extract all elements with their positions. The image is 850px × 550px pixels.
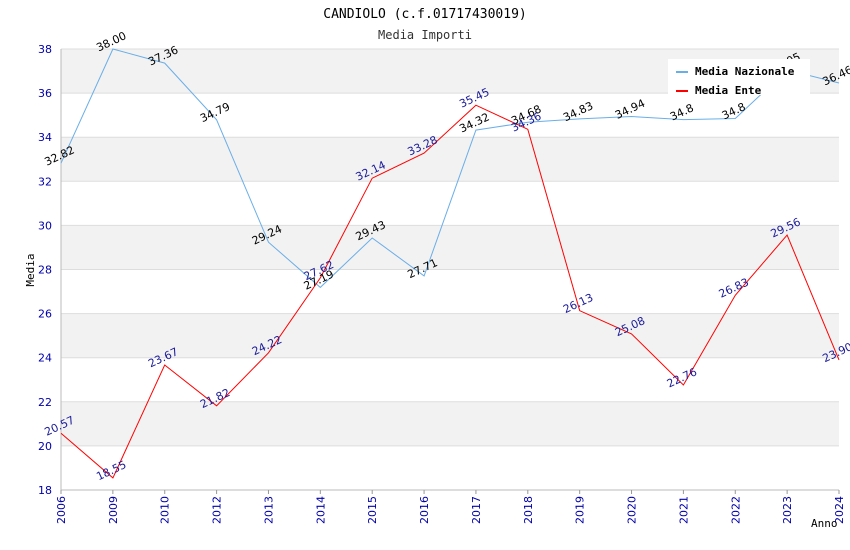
legend-box bbox=[668, 59, 810, 95]
x-tick-label: 2020 bbox=[626, 496, 639, 524]
y-tick-label: 34 bbox=[38, 131, 52, 144]
x-tick-label: 2006 bbox=[55, 496, 68, 524]
x-tick-label: 2017 bbox=[470, 496, 483, 524]
x-axis-label: Anno bbox=[811, 517, 838, 530]
x-tick-label: 2009 bbox=[107, 496, 120, 524]
x-tick-label: 2018 bbox=[522, 496, 535, 524]
chart-subtitle: Media Importi bbox=[378, 28, 472, 42]
band bbox=[61, 357, 839, 402]
band bbox=[61, 269, 839, 314]
y-tick-label: 38 bbox=[38, 43, 52, 56]
y-tick-label: 28 bbox=[38, 264, 52, 277]
y-axis-label: Media bbox=[24, 253, 37, 286]
series-lines bbox=[60, 48, 840, 479]
y-tick-label: 32 bbox=[38, 175, 52, 188]
legend-label-media-nazionale: Media Nazionale bbox=[695, 65, 795, 78]
y-tick-label: 30 bbox=[38, 219, 52, 232]
background-bands bbox=[61, 49, 839, 490]
y-tick-label: 24 bbox=[38, 352, 52, 365]
band bbox=[61, 445, 839, 490]
y-tick-label: 26 bbox=[38, 308, 52, 321]
x-tick-label: 2024 bbox=[833, 496, 846, 524]
axes bbox=[60, 49, 839, 491]
x-tick-label: 2022 bbox=[729, 496, 742, 524]
band bbox=[61, 93, 839, 138]
series-line-media-ente bbox=[60, 104, 840, 479]
x-tick-label: 2012 bbox=[211, 496, 224, 524]
x-tick-label: 2015 bbox=[366, 496, 379, 524]
x-tick-label: 2023 bbox=[781, 496, 794, 524]
x-tick-label: 2010 bbox=[159, 496, 172, 524]
band bbox=[61, 225, 839, 270]
legend: Media Nazionale Media Ente bbox=[668, 59, 810, 97]
series-line-media-nazionale bbox=[60, 48, 840, 289]
legend-label-media-ente: Media Ente bbox=[695, 84, 762, 97]
x-tick-label: 2019 bbox=[574, 496, 587, 524]
chart-title: CANDIOLO (c.f.01717430019) bbox=[323, 7, 527, 22]
band bbox=[61, 401, 839, 446]
x-tick-label: 2014 bbox=[314, 496, 327, 524]
y-tick-labels: 18 20 22 24 26 28 30 32 34 36 38 bbox=[38, 43, 52, 497]
x-tick-label: 2013 bbox=[262, 496, 275, 524]
y-tick-label: 20 bbox=[38, 440, 52, 453]
x-tick-label: 2021 bbox=[677, 496, 690, 524]
x-tick-label: 2016 bbox=[418, 496, 431, 524]
y-tick-label: 18 bbox=[38, 484, 52, 497]
band bbox=[61, 313, 839, 358]
x-tick-labels: 2006 2009 2010 2012 2013 2014 2015 2016 2017 2018… bbox=[55, 490, 846, 524]
y-tick-label: 22 bbox=[38, 396, 52, 409]
band bbox=[61, 137, 839, 182]
y-tick-label: 36 bbox=[38, 87, 52, 100]
